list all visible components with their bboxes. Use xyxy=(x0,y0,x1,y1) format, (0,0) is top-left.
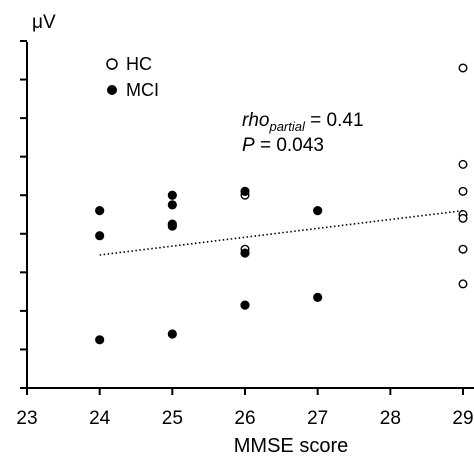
rho-annotation: rhopartial = 0.41 xyxy=(242,110,364,134)
hc-data-point xyxy=(458,279,468,289)
x-tick-label: 28 xyxy=(380,408,401,429)
legend-marker-hc xyxy=(106,58,118,70)
rho-subscript: partial xyxy=(268,119,306,134)
hc-data-point xyxy=(458,63,468,73)
p-value: = 0.043 xyxy=(255,135,324,156)
mci-data-point xyxy=(95,206,105,216)
x-tick-label: 23 xyxy=(16,408,37,429)
legend-label-hc: HC xyxy=(126,54,152,74)
stats-annotation: rhopartial = 0.41 P = 0.043 xyxy=(242,110,364,156)
legend-label-mci: MCI xyxy=(126,80,159,100)
axes xyxy=(26,42,474,389)
trend-line xyxy=(99,209,464,256)
mci-data-point xyxy=(313,292,323,302)
mci-data-point xyxy=(167,221,177,231)
data-points xyxy=(95,63,468,345)
x-tick-label: 25 xyxy=(162,408,183,429)
x-tick-label: 29 xyxy=(452,408,473,429)
mci-data-point xyxy=(167,200,177,210)
x-tick-label: 26 xyxy=(234,408,255,429)
mci-data-point xyxy=(313,206,323,216)
hc-data-point xyxy=(458,159,468,169)
mci-data-point xyxy=(240,248,250,258)
legend-marker-mci xyxy=(107,85,117,95)
mci-data-point xyxy=(95,335,105,345)
x-axis-label: MMSE score xyxy=(234,435,348,457)
mci-data-point xyxy=(167,190,177,200)
y-axis-ticks xyxy=(20,40,27,389)
mci-data-point xyxy=(240,300,250,310)
rho-label: rho xyxy=(242,110,269,131)
legend: HC MCI xyxy=(106,54,159,100)
p-annotation: P = 0.043 xyxy=(242,135,324,156)
hc-data-point xyxy=(458,213,468,223)
mci-data-point xyxy=(167,329,177,339)
x-tick-label: 27 xyxy=(307,408,328,429)
hc-data-point xyxy=(458,186,468,196)
x-tick-label: 24 xyxy=(89,408,111,429)
p-label: P xyxy=(242,135,255,156)
y-axis-label: μV xyxy=(32,12,56,33)
x-axis-ticks xyxy=(26,388,464,395)
mci-data-point xyxy=(95,231,105,241)
hc-data-point xyxy=(458,244,468,254)
rho-value: = 0.41 xyxy=(305,110,364,131)
x-axis-tick-labels: 23 24 25 26 27 28 29 xyxy=(16,408,473,429)
mci-data-point xyxy=(240,186,250,196)
